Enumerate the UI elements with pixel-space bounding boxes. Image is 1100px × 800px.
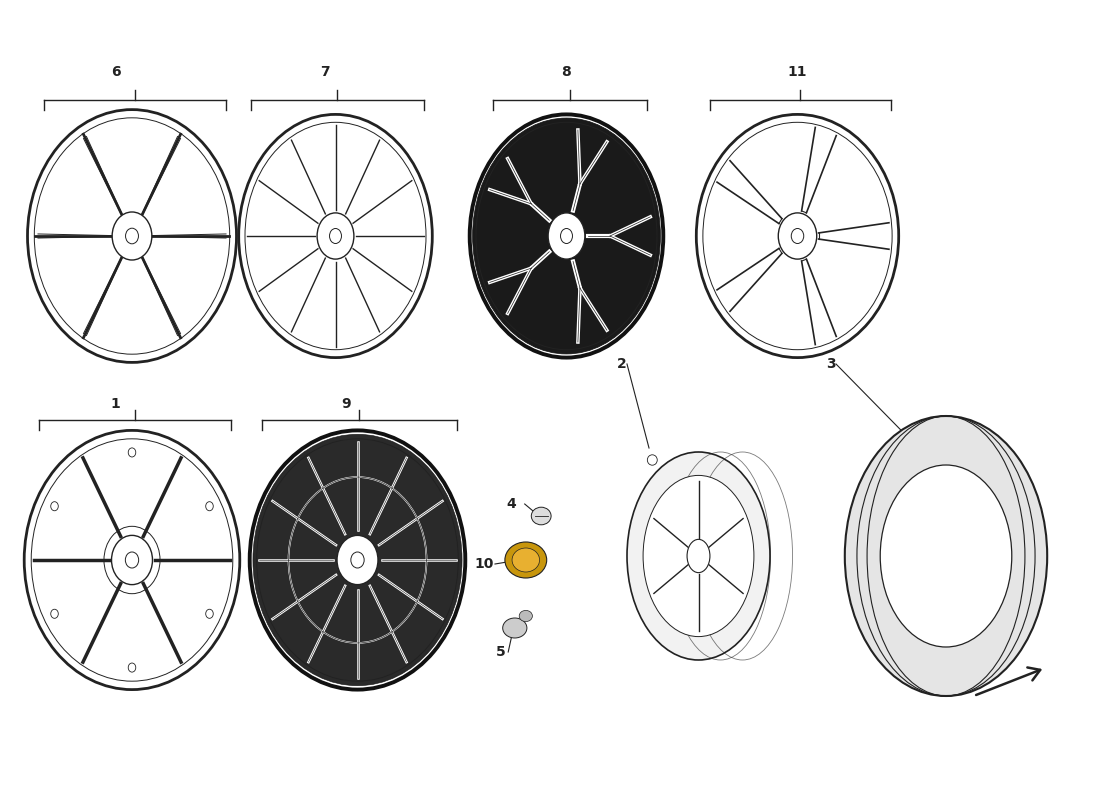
- Ellipse shape: [206, 610, 213, 618]
- Text: 8: 8: [562, 65, 571, 79]
- Ellipse shape: [351, 552, 364, 568]
- Text: 11: 11: [788, 65, 807, 79]
- Ellipse shape: [253, 434, 462, 686]
- Ellipse shape: [519, 610, 532, 622]
- Text: 10: 10: [474, 557, 494, 571]
- Ellipse shape: [51, 502, 58, 510]
- Ellipse shape: [779, 213, 816, 259]
- Ellipse shape: [845, 416, 1047, 696]
- Ellipse shape: [512, 548, 539, 572]
- Ellipse shape: [647, 454, 658, 465]
- Ellipse shape: [548, 213, 585, 259]
- Ellipse shape: [317, 213, 354, 259]
- Ellipse shape: [561, 229, 572, 243]
- Text: 4: 4: [507, 497, 516, 511]
- Ellipse shape: [111, 535, 153, 585]
- Text: 7: 7: [320, 65, 329, 79]
- Ellipse shape: [206, 502, 213, 510]
- Ellipse shape: [129, 663, 135, 672]
- Text: 5: 5: [496, 645, 505, 659]
- Text: 3: 3: [826, 357, 835, 371]
- Ellipse shape: [503, 618, 527, 638]
- Text: 1: 1: [111, 397, 120, 411]
- Ellipse shape: [473, 118, 660, 354]
- Ellipse shape: [112, 212, 152, 260]
- Ellipse shape: [51, 610, 58, 618]
- Ellipse shape: [627, 452, 770, 660]
- Text: 9: 9: [342, 397, 351, 411]
- Ellipse shape: [125, 552, 139, 568]
- FancyArrowPatch shape: [976, 667, 1041, 695]
- Ellipse shape: [330, 229, 341, 243]
- Ellipse shape: [125, 228, 139, 244]
- Ellipse shape: [505, 542, 547, 578]
- Ellipse shape: [791, 229, 804, 243]
- Text: 2: 2: [617, 357, 626, 371]
- Ellipse shape: [531, 507, 551, 525]
- Ellipse shape: [644, 475, 754, 637]
- Ellipse shape: [337, 535, 378, 585]
- Text: 6: 6: [111, 65, 120, 79]
- Ellipse shape: [688, 539, 710, 573]
- Ellipse shape: [129, 448, 135, 457]
- Ellipse shape: [880, 465, 1012, 647]
